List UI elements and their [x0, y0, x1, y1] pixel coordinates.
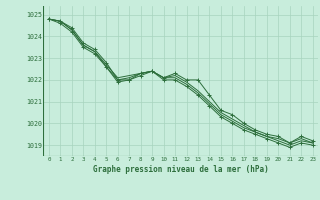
- X-axis label: Graphe pression niveau de la mer (hPa): Graphe pression niveau de la mer (hPa): [93, 165, 269, 174]
